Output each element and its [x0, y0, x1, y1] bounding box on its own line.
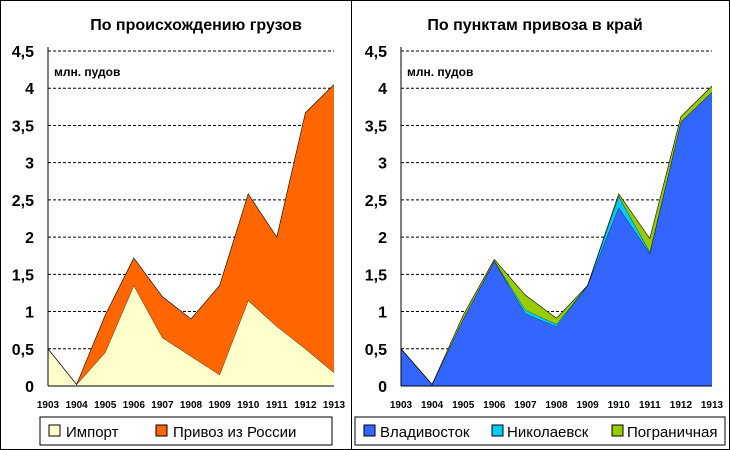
chart-title: По пунктам привоза в край	[427, 17, 642, 34]
x-tick-label: 1906	[123, 400, 146, 411]
legend-box	[354, 416, 726, 446]
x-tick-label: 1908	[180, 400, 203, 411]
area-series	[48, 84, 334, 385]
chart-title: По происхождению грузов	[90, 17, 302, 34]
area-series-edge	[400, 85, 713, 386]
legend-label: Владивосток	[380, 424, 470, 441]
x-tick-label: 1909	[576, 400, 599, 411]
chart-origin: По происхождению грузов 0 0,5 1 1,5 2 2,5 3 3,5 4…	[12, 17, 346, 446]
x-tick-label: 1904	[65, 400, 88, 411]
y-tick-label: 3	[378, 156, 387, 173]
y-tick-label: 1	[378, 305, 387, 322]
y-tick-label: 3	[25, 156, 34, 173]
x-tick-label: 1913	[323, 400, 346, 411]
legend-swatch	[491, 424, 504, 437]
legend-swatch	[363, 424, 376, 437]
legend-label: Привоз из России	[173, 424, 296, 441]
y-tick-label: 1,5	[365, 267, 387, 284]
unit-label: млн. пудов	[407, 65, 473, 79]
y-tick-label: 2,5	[12, 193, 34, 210]
x-tick-label: 1908	[545, 400, 568, 411]
legend-swatch	[155, 424, 168, 437]
x-tick-label: 1905	[94, 400, 117, 411]
x-tick-label: 1905	[452, 400, 475, 411]
y-tick-label: 1,5	[12, 267, 34, 284]
y-tick-label: 4,5	[12, 44, 34, 61]
y-tick-label: 4	[378, 81, 387, 98]
legend-swatch	[611, 424, 624, 437]
legend-label: Николаевск	[507, 424, 589, 441]
legend-swatch	[48, 424, 61, 437]
y-tick-label: 4	[25, 81, 34, 98]
y-tick-label: 2	[378, 230, 387, 247]
area-series	[401, 91, 712, 385]
chart-entry-points: По пунктам привоза в край 0 0,5 1 1,5 2 2,5 3 3,…	[354, 17, 726, 446]
y-tick-label: 3,5	[365, 118, 387, 135]
x-tick-label: 1912	[294, 400, 317, 411]
x-tick-label: 1913	[701, 400, 724, 411]
y-tick-label: 0	[25, 379, 34, 396]
y-tick-label: 0,5	[12, 342, 34, 359]
y-tick-label: 3,5	[12, 118, 34, 135]
area-series	[401, 91, 712, 386]
x-tick-label: 1903	[390, 400, 413, 411]
y-tick-label: 2	[25, 230, 34, 247]
y-tick-label: 4,5	[365, 44, 387, 61]
x-tick-label: 1911	[266, 400, 288, 411]
legend-label: Пограничная	[627, 424, 718, 441]
y-tick-label: 0	[378, 379, 387, 396]
legend-box	[39, 416, 333, 446]
x-tick-label: 1910	[608, 400, 631, 411]
y-tick-label: 1	[25, 305, 34, 322]
area-series-edge	[47, 84, 335, 386]
area-series	[48, 285, 334, 386]
x-tick-label: 1904	[421, 400, 444, 411]
y-tick-label: 0,5	[365, 342, 387, 359]
x-tick-label: 1909	[208, 400, 231, 411]
y-tick-label: 2,5	[365, 193, 387, 210]
unit-label: млн. пудов	[54, 65, 120, 79]
x-tick-label: 1907	[514, 400, 537, 411]
x-tick-label: 1910	[237, 400, 260, 411]
legend-label: Импорт	[66, 424, 119, 441]
x-tick-label: 1907	[151, 400, 174, 411]
x-tick-label: 1906	[483, 400, 506, 411]
x-tick-label: 1911	[639, 400, 661, 411]
x-tick-label: 1903	[37, 400, 60, 411]
x-tick-label: 1912	[670, 400, 693, 411]
